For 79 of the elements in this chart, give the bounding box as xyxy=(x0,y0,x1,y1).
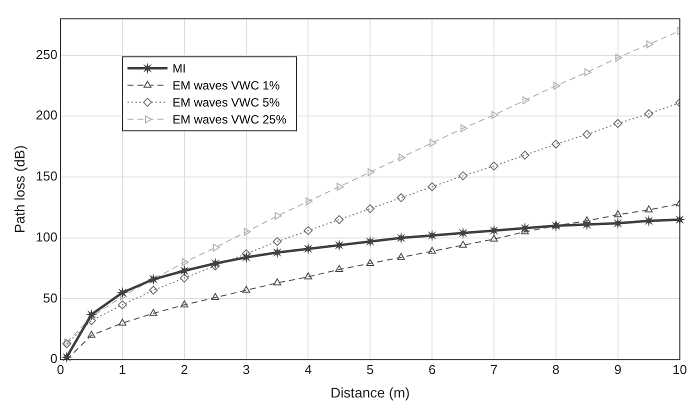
point xyxy=(242,286,250,293)
point xyxy=(490,234,498,242)
point xyxy=(551,140,560,149)
point xyxy=(182,258,189,266)
x-tick-label: 8 xyxy=(552,362,560,377)
point xyxy=(644,109,654,118)
point xyxy=(273,278,282,286)
point xyxy=(240,251,252,264)
y-axis-title: Path loss (dB) xyxy=(11,145,28,234)
point xyxy=(211,293,220,300)
point xyxy=(430,138,437,147)
point xyxy=(491,110,498,119)
x-tick-label: 2 xyxy=(180,362,188,377)
point xyxy=(64,338,72,347)
point xyxy=(272,237,282,246)
point xyxy=(244,228,251,236)
point xyxy=(458,171,468,180)
point xyxy=(180,300,188,308)
point xyxy=(428,246,436,254)
y-tick-label: 250 xyxy=(36,46,58,62)
point xyxy=(489,162,498,171)
x-tick-label: 6 xyxy=(428,362,436,377)
point xyxy=(87,330,96,338)
point xyxy=(336,182,344,191)
point xyxy=(366,204,375,214)
point xyxy=(397,252,406,260)
point xyxy=(613,118,622,128)
point xyxy=(522,96,530,104)
x-tick-label: 4 xyxy=(304,362,312,377)
x-tick-label: 7 xyxy=(490,362,498,377)
legend-label: MI xyxy=(172,62,186,76)
point xyxy=(366,258,374,266)
point xyxy=(274,212,282,220)
point xyxy=(644,205,653,212)
point xyxy=(646,40,654,48)
legend-label: EM waves VWC 1% xyxy=(172,78,280,93)
point xyxy=(614,210,622,218)
point xyxy=(118,300,127,310)
point xyxy=(459,240,467,248)
y-tick-label: 150 xyxy=(36,168,58,184)
x-tick-label: 9 xyxy=(614,362,622,377)
point xyxy=(85,308,98,321)
point xyxy=(368,168,375,176)
point xyxy=(304,226,313,236)
y-tick-label: 200 xyxy=(36,108,58,123)
point xyxy=(615,54,622,62)
point xyxy=(209,257,222,270)
x-tick-label: 10 xyxy=(672,362,688,377)
point xyxy=(460,124,468,132)
legend-label: EM waves VWC 5% xyxy=(172,96,280,110)
x-tick-label: 1 xyxy=(118,362,126,377)
point xyxy=(212,244,220,252)
y-tick-label: 100 xyxy=(36,229,58,244)
point xyxy=(335,265,344,272)
point xyxy=(116,286,128,299)
point xyxy=(520,150,530,160)
point xyxy=(178,264,190,277)
point xyxy=(148,286,158,295)
point xyxy=(396,193,406,202)
point xyxy=(147,273,160,286)
point xyxy=(334,215,344,224)
point xyxy=(584,68,592,76)
point xyxy=(582,216,591,224)
point xyxy=(118,318,126,326)
x-tick-label: 5 xyxy=(366,362,374,377)
point xyxy=(180,274,189,283)
point xyxy=(398,154,406,162)
y-tick-label: 0 xyxy=(50,351,58,366)
point xyxy=(306,197,313,206)
legend-label: EM waves VWC 25% xyxy=(172,112,287,127)
y-tick-label: 50 xyxy=(43,290,58,306)
point xyxy=(60,351,73,364)
point xyxy=(428,182,437,192)
x-axis-title: Distance (m) xyxy=(330,384,410,400)
point xyxy=(304,272,312,280)
point xyxy=(149,308,158,316)
point xyxy=(582,130,592,139)
x-tick-label: 3 xyxy=(242,362,250,377)
point xyxy=(553,82,560,90)
